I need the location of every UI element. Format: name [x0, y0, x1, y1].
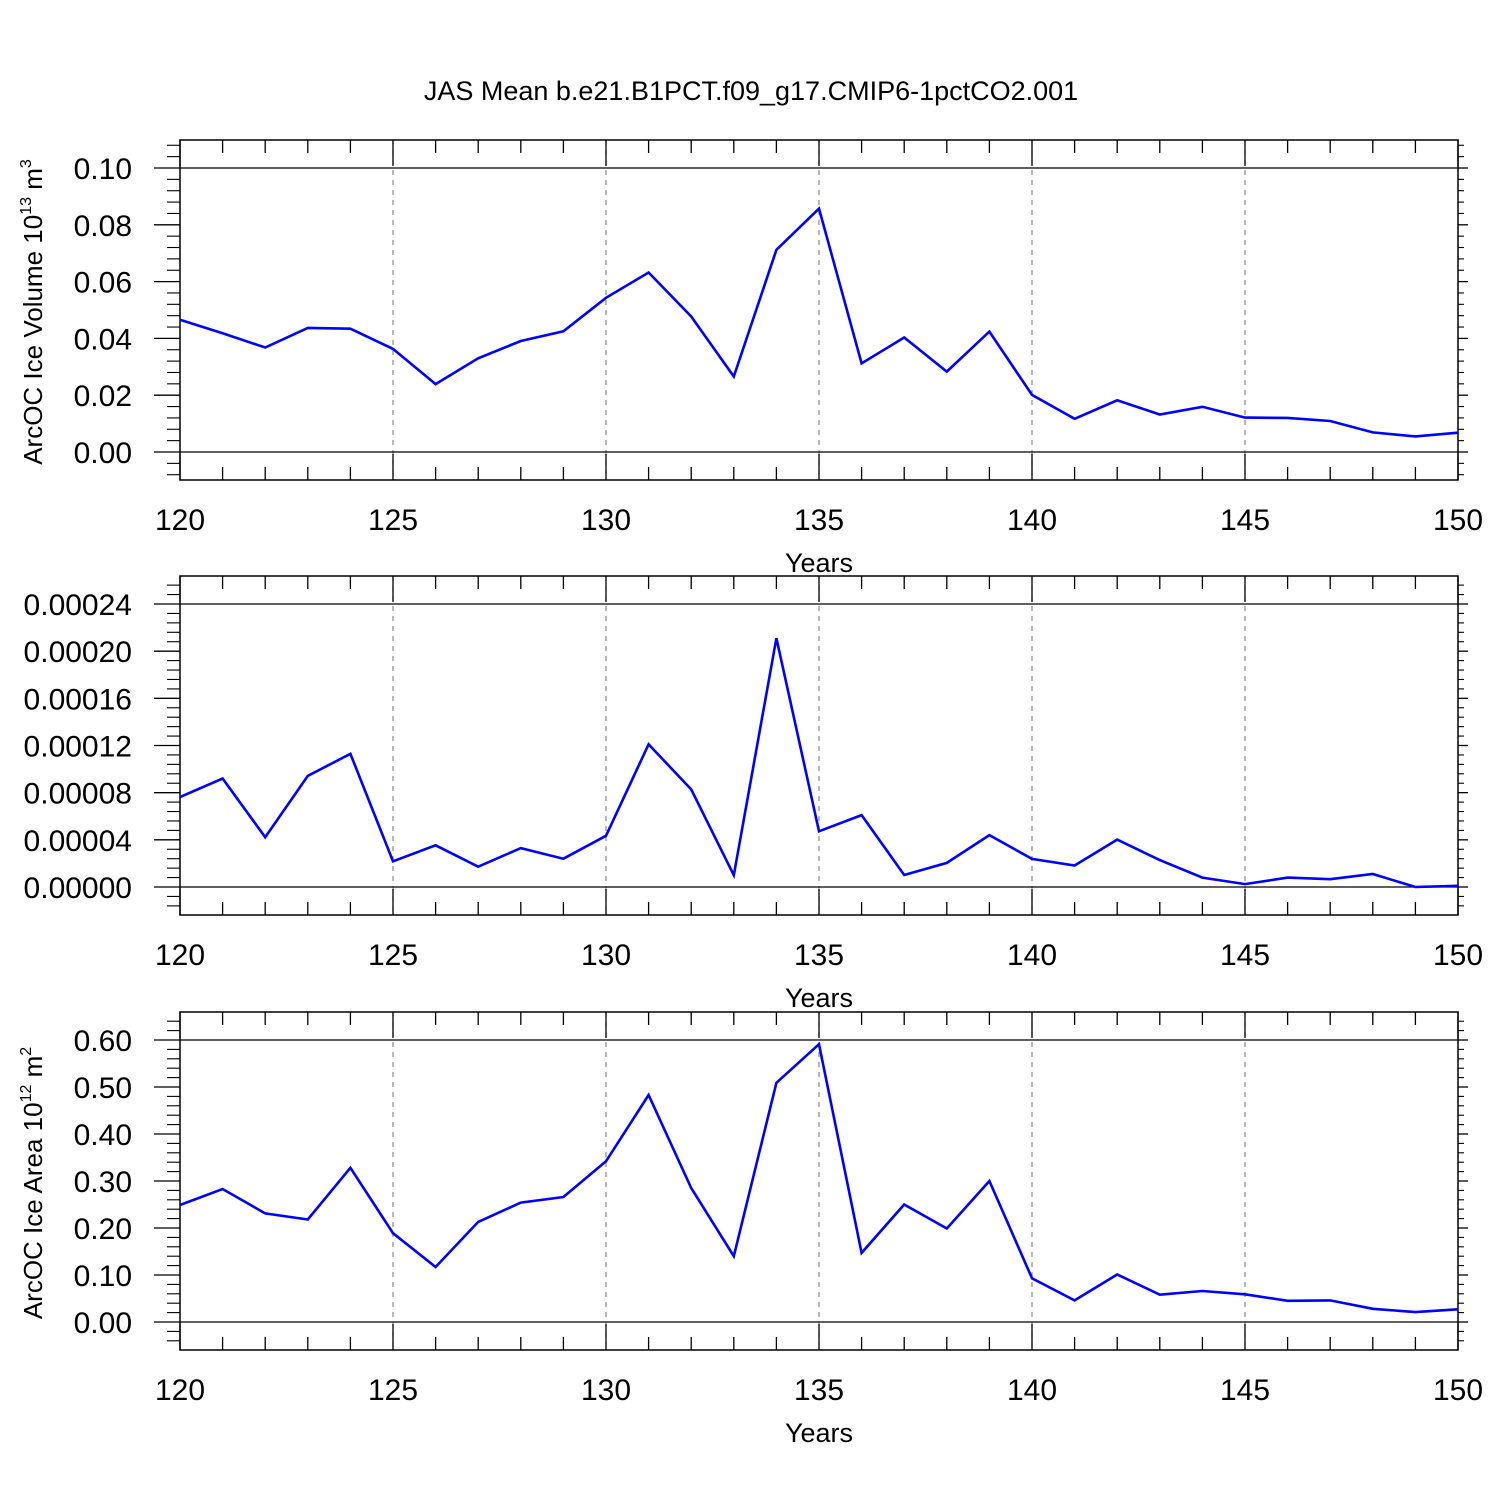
x-tick-label: 145	[1220, 1374, 1270, 1407]
x-axis-label: Years	[785, 983, 853, 1013]
x-tick-label: 140	[1007, 939, 1057, 972]
x-axis-label: Years	[785, 1418, 853, 1448]
y-axis-label: ArcOC Ice Volume 1013 m3	[18, 159, 48, 465]
chart-panels: 0.00 0.02 0.04 0.06 0.08 0.10 120 125 130 135 140 1…	[18, 139, 1483, 1448]
x-tick-label: 130	[581, 939, 631, 972]
x-tick-label: 150	[1433, 1374, 1483, 1407]
y-tick-label: 0.50	[74, 1072, 132, 1105]
x-tick-label: 140	[1007, 504, 1057, 537]
x-tick-label: 145	[1220, 939, 1270, 972]
figure-title: JAS Mean b.e21.B1PCT.f09_g17.CMIP6-1pctC…	[424, 76, 1078, 106]
y-axis-label: ArcOC Ice Area 1012 m2	[18, 1047, 48, 1319]
data-series-line	[179, 206, 1459, 438]
x-tick-label: 135	[794, 1374, 844, 1407]
y-tick-label: 0.00	[74, 1307, 132, 1340]
y-tick-label: 0.00008	[24, 778, 132, 811]
y-tick-label: 0.10	[74, 153, 132, 186]
y-tick-label: 0.60	[74, 1025, 132, 1058]
chart-panel-2: 0.00000 0.00004 0.00008 0.00012 0.00016 0.000…	[24, 575, 1483, 1013]
x-tick-label: 135	[794, 939, 844, 972]
x-tick-label: 125	[368, 939, 418, 972]
y-tick-label: 0.00004	[24, 825, 132, 858]
x-tick-label: 120	[155, 504, 205, 537]
y-tick-label: 0.20	[74, 1213, 132, 1246]
x-tick-label: 150	[1433, 939, 1483, 972]
y-tick-label: 0.02	[74, 380, 132, 413]
y-tick-label: 0.00016	[24, 683, 132, 716]
chart-panel-3: 0.00 0.10 0.20 0.30 0.40 0.50 0.60 120 125 130 135…	[18, 1011, 1483, 1448]
y-tick-label: 0.08	[74, 210, 132, 243]
y-tick-label: 0.00020	[24, 636, 132, 669]
y-tick-label: 0.00000	[24, 872, 132, 905]
y-tick-label: 0.30	[74, 1166, 132, 1199]
x-tick-label: 120	[155, 939, 205, 972]
x-tick-label: 135	[794, 504, 844, 537]
x-tick-label: 145	[1220, 504, 1270, 537]
x-axis-label: Years	[785, 548, 853, 578]
x-tick-label: 120	[155, 1374, 205, 1407]
x-tick-label: 150	[1433, 504, 1483, 537]
y-tick-label: 0.40	[74, 1119, 132, 1152]
x-tick-label: 130	[581, 504, 631, 537]
y-tick-label: 0.10	[74, 1260, 132, 1293]
chart-panel-1: 0.00 0.02 0.04 0.06 0.08 0.10 120 125 130 135 140 1…	[18, 139, 1483, 578]
x-tick-label: 130	[581, 1374, 631, 1407]
data-series-line	[179, 1041, 1459, 1314]
data-series-line	[179, 637, 1459, 889]
y-tick-label: 0.06	[74, 267, 132, 300]
y-tick-label: 0.00	[74, 437, 132, 470]
x-tick-label: 125	[368, 1374, 418, 1407]
x-tick-label: 140	[1007, 1374, 1057, 1407]
y-tick-label: 0.00024	[24, 589, 132, 622]
x-tick-label: 125	[368, 504, 418, 537]
y-tick-label: 0.00012	[24, 731, 132, 764]
y-tick-label: 0.04	[74, 323, 132, 356]
